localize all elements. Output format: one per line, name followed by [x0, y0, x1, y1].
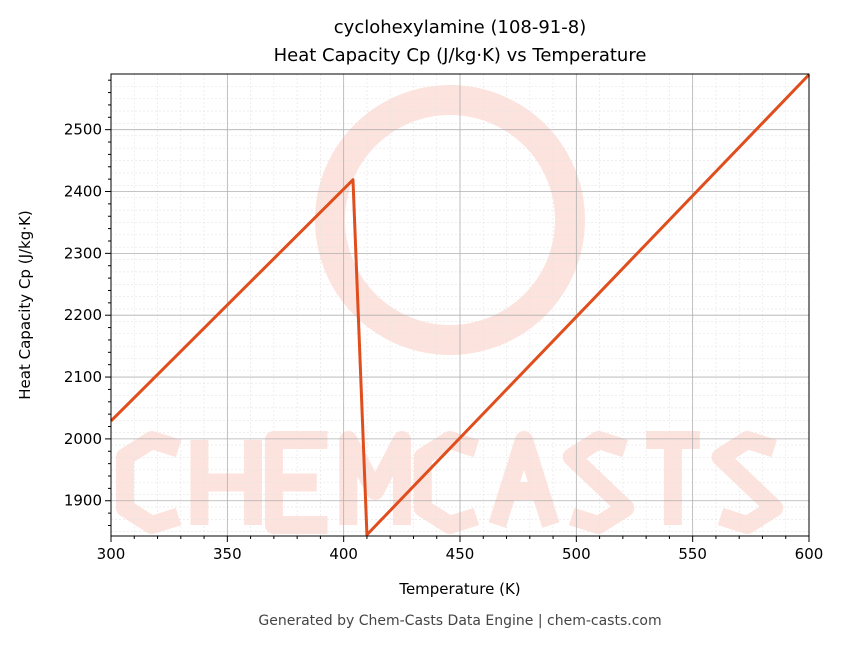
- y-tick-label: 2300: [64, 244, 102, 262]
- chart-title: cyclohexylamine (108-91-8): [334, 17, 586, 38]
- footer-text: Generated by Chem-Casts Data Engine | ch…: [258, 613, 661, 629]
- y-tick-label: 2100: [64, 368, 102, 386]
- y-axis-label: Heat Capacity Cp (J/kg·K): [16, 210, 34, 399]
- x-tick-label: 300: [97, 545, 126, 563]
- x-axis-label: Temperature (K): [398, 580, 520, 598]
- chart-subtitle: Heat Capacity Cp (J/kg·K) vs Temperature: [274, 45, 647, 66]
- watermark-letter-stroke: [413, 431, 480, 534]
- x-tick-label: 550: [678, 545, 707, 563]
- y-tick-label: 2000: [64, 430, 102, 448]
- y-tick-label: 2200: [64, 306, 102, 324]
- x-tick-label: 600: [795, 545, 824, 563]
- plot-frame: [110, 73, 810, 537]
- series-line: [109, 73, 811, 537]
- watermark-letter-stroke: [339, 431, 411, 525]
- watermark-letter-stroke: [488, 431, 560, 528]
- x-tick-label: 450: [446, 545, 475, 563]
- x-tick-label: 350: [213, 545, 242, 563]
- watermark-text-graphic: [116, 431, 784, 534]
- watermark-letter-stroke: [562, 431, 635, 534]
- watermark-logo: [315, 85, 585, 355]
- y-tick-label: 2400: [64, 183, 102, 201]
- watermark-letter-stroke: [711, 431, 784, 534]
- x-tick-label: 400: [329, 545, 358, 563]
- x-tick-label: 500: [562, 545, 591, 563]
- y-tick-label: 1900: [64, 492, 102, 510]
- y-tick-label: 2500: [64, 121, 102, 139]
- watermark-letter-stroke: [116, 431, 182, 534]
